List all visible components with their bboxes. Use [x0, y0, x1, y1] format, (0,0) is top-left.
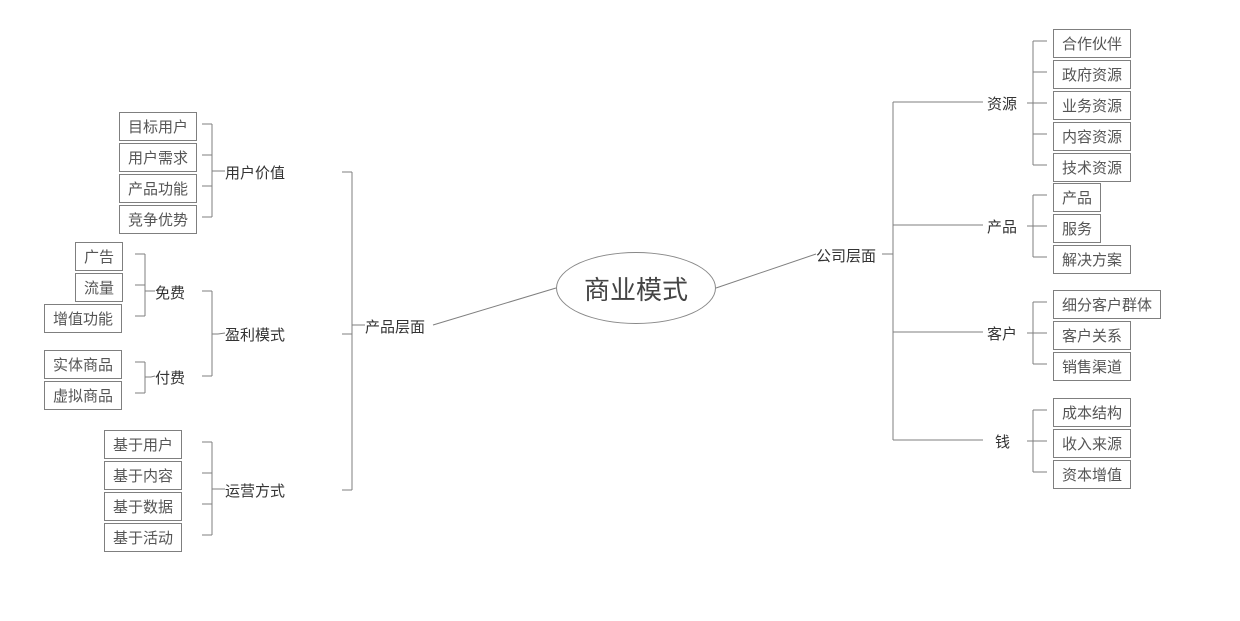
- leaf: 基于数据: [104, 492, 182, 521]
- leaf: 技术资源: [1053, 153, 1131, 182]
- leaf: 客户关系: [1053, 321, 1131, 350]
- leaf: 内容资源: [1053, 122, 1131, 151]
- leaf: 服务: [1053, 214, 1101, 243]
- left-root: 产品层面: [365, 316, 425, 337]
- leaf: 资本增值: [1053, 460, 1131, 489]
- center-node: 商业模式: [556, 252, 716, 324]
- left-child: 用户价值: [225, 162, 285, 183]
- leaf: 流量: [75, 273, 123, 302]
- leaf: 产品功能: [119, 174, 197, 203]
- leaf: 细分客户群体: [1053, 290, 1161, 319]
- left-subchild: 付费: [155, 367, 185, 388]
- right-child: 钱: [995, 431, 1010, 452]
- leaf: 政府资源: [1053, 60, 1131, 89]
- leaf: 实体商品: [44, 350, 122, 379]
- leaf: 业务资源: [1053, 91, 1131, 120]
- right-child: 产品: [987, 216, 1017, 237]
- leaf: 产品: [1053, 183, 1101, 212]
- right-root: 公司层面: [816, 245, 876, 266]
- left-child: 盈利模式: [225, 324, 285, 345]
- leaf: 基于用户: [104, 430, 182, 459]
- leaf: 基于内容: [104, 461, 182, 490]
- leaf: 解决方案: [1053, 245, 1131, 274]
- right-child: 客户: [987, 323, 1017, 344]
- leaf: 基于活动: [104, 523, 182, 552]
- leaf: 用户需求: [119, 143, 197, 172]
- leaf: 广告: [75, 242, 123, 271]
- leaf: 竞争优势: [119, 205, 197, 234]
- leaf: 成本结构: [1053, 398, 1131, 427]
- left-subchild: 免费: [155, 282, 185, 303]
- right-child: 资源: [987, 93, 1017, 114]
- leaf: 虚拟商品: [44, 381, 122, 410]
- leaf: 销售渠道: [1053, 352, 1131, 381]
- leaf: 增值功能: [44, 304, 122, 333]
- left-child: 运营方式: [225, 480, 285, 501]
- leaf: 目标用户: [119, 112, 197, 141]
- leaf: 合作伙伴: [1053, 29, 1131, 58]
- leaf: 收入来源: [1053, 429, 1131, 458]
